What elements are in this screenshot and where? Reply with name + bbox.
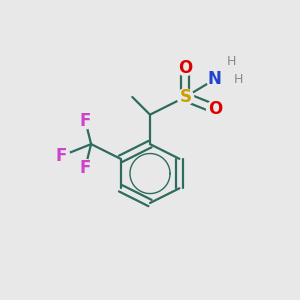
Text: H: H <box>226 55 236 68</box>
Text: F: F <box>80 159 91 177</box>
Text: O: O <box>178 58 193 76</box>
Circle shape <box>206 100 223 117</box>
Text: O: O <box>208 100 222 118</box>
Text: S: S <box>179 88 191 106</box>
Circle shape <box>77 159 94 176</box>
Text: F: F <box>56 147 68 165</box>
Circle shape <box>177 59 194 76</box>
Circle shape <box>206 71 223 88</box>
Circle shape <box>177 89 194 105</box>
Text: F: F <box>80 112 91 130</box>
Text: N: N <box>208 70 222 88</box>
Text: H: H <box>234 73 243 86</box>
Circle shape <box>77 112 94 129</box>
Circle shape <box>53 148 70 164</box>
